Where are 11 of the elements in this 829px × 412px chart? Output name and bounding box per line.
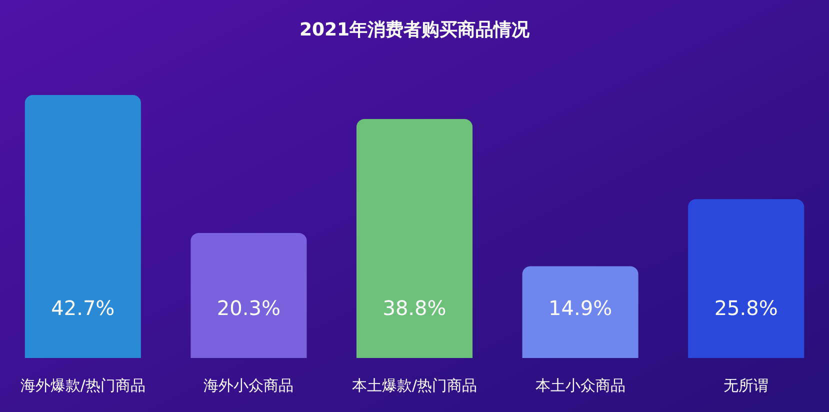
x-tick-label: 海外小众商品	[204, 376, 294, 394]
data-label: 25.8%	[714, 296, 778, 320]
x-tick-label: 本土小众商品	[535, 376, 626, 394]
x-tick-label: 海外爆款/热门商品	[20, 376, 146, 394]
data-label: 20.3%	[216, 296, 280, 320]
data-label: 14.9%	[548, 296, 612, 320]
x-tick-label: 本土爆款/热门商品	[352, 376, 478, 394]
chart-title: 2021年消费者购买商品情况	[299, 20, 531, 40]
data-label: 42.7%	[51, 296, 115, 320]
data-label: 38.8%	[382, 296, 446, 320]
x-tick-label: 无所谓	[724, 376, 769, 394]
